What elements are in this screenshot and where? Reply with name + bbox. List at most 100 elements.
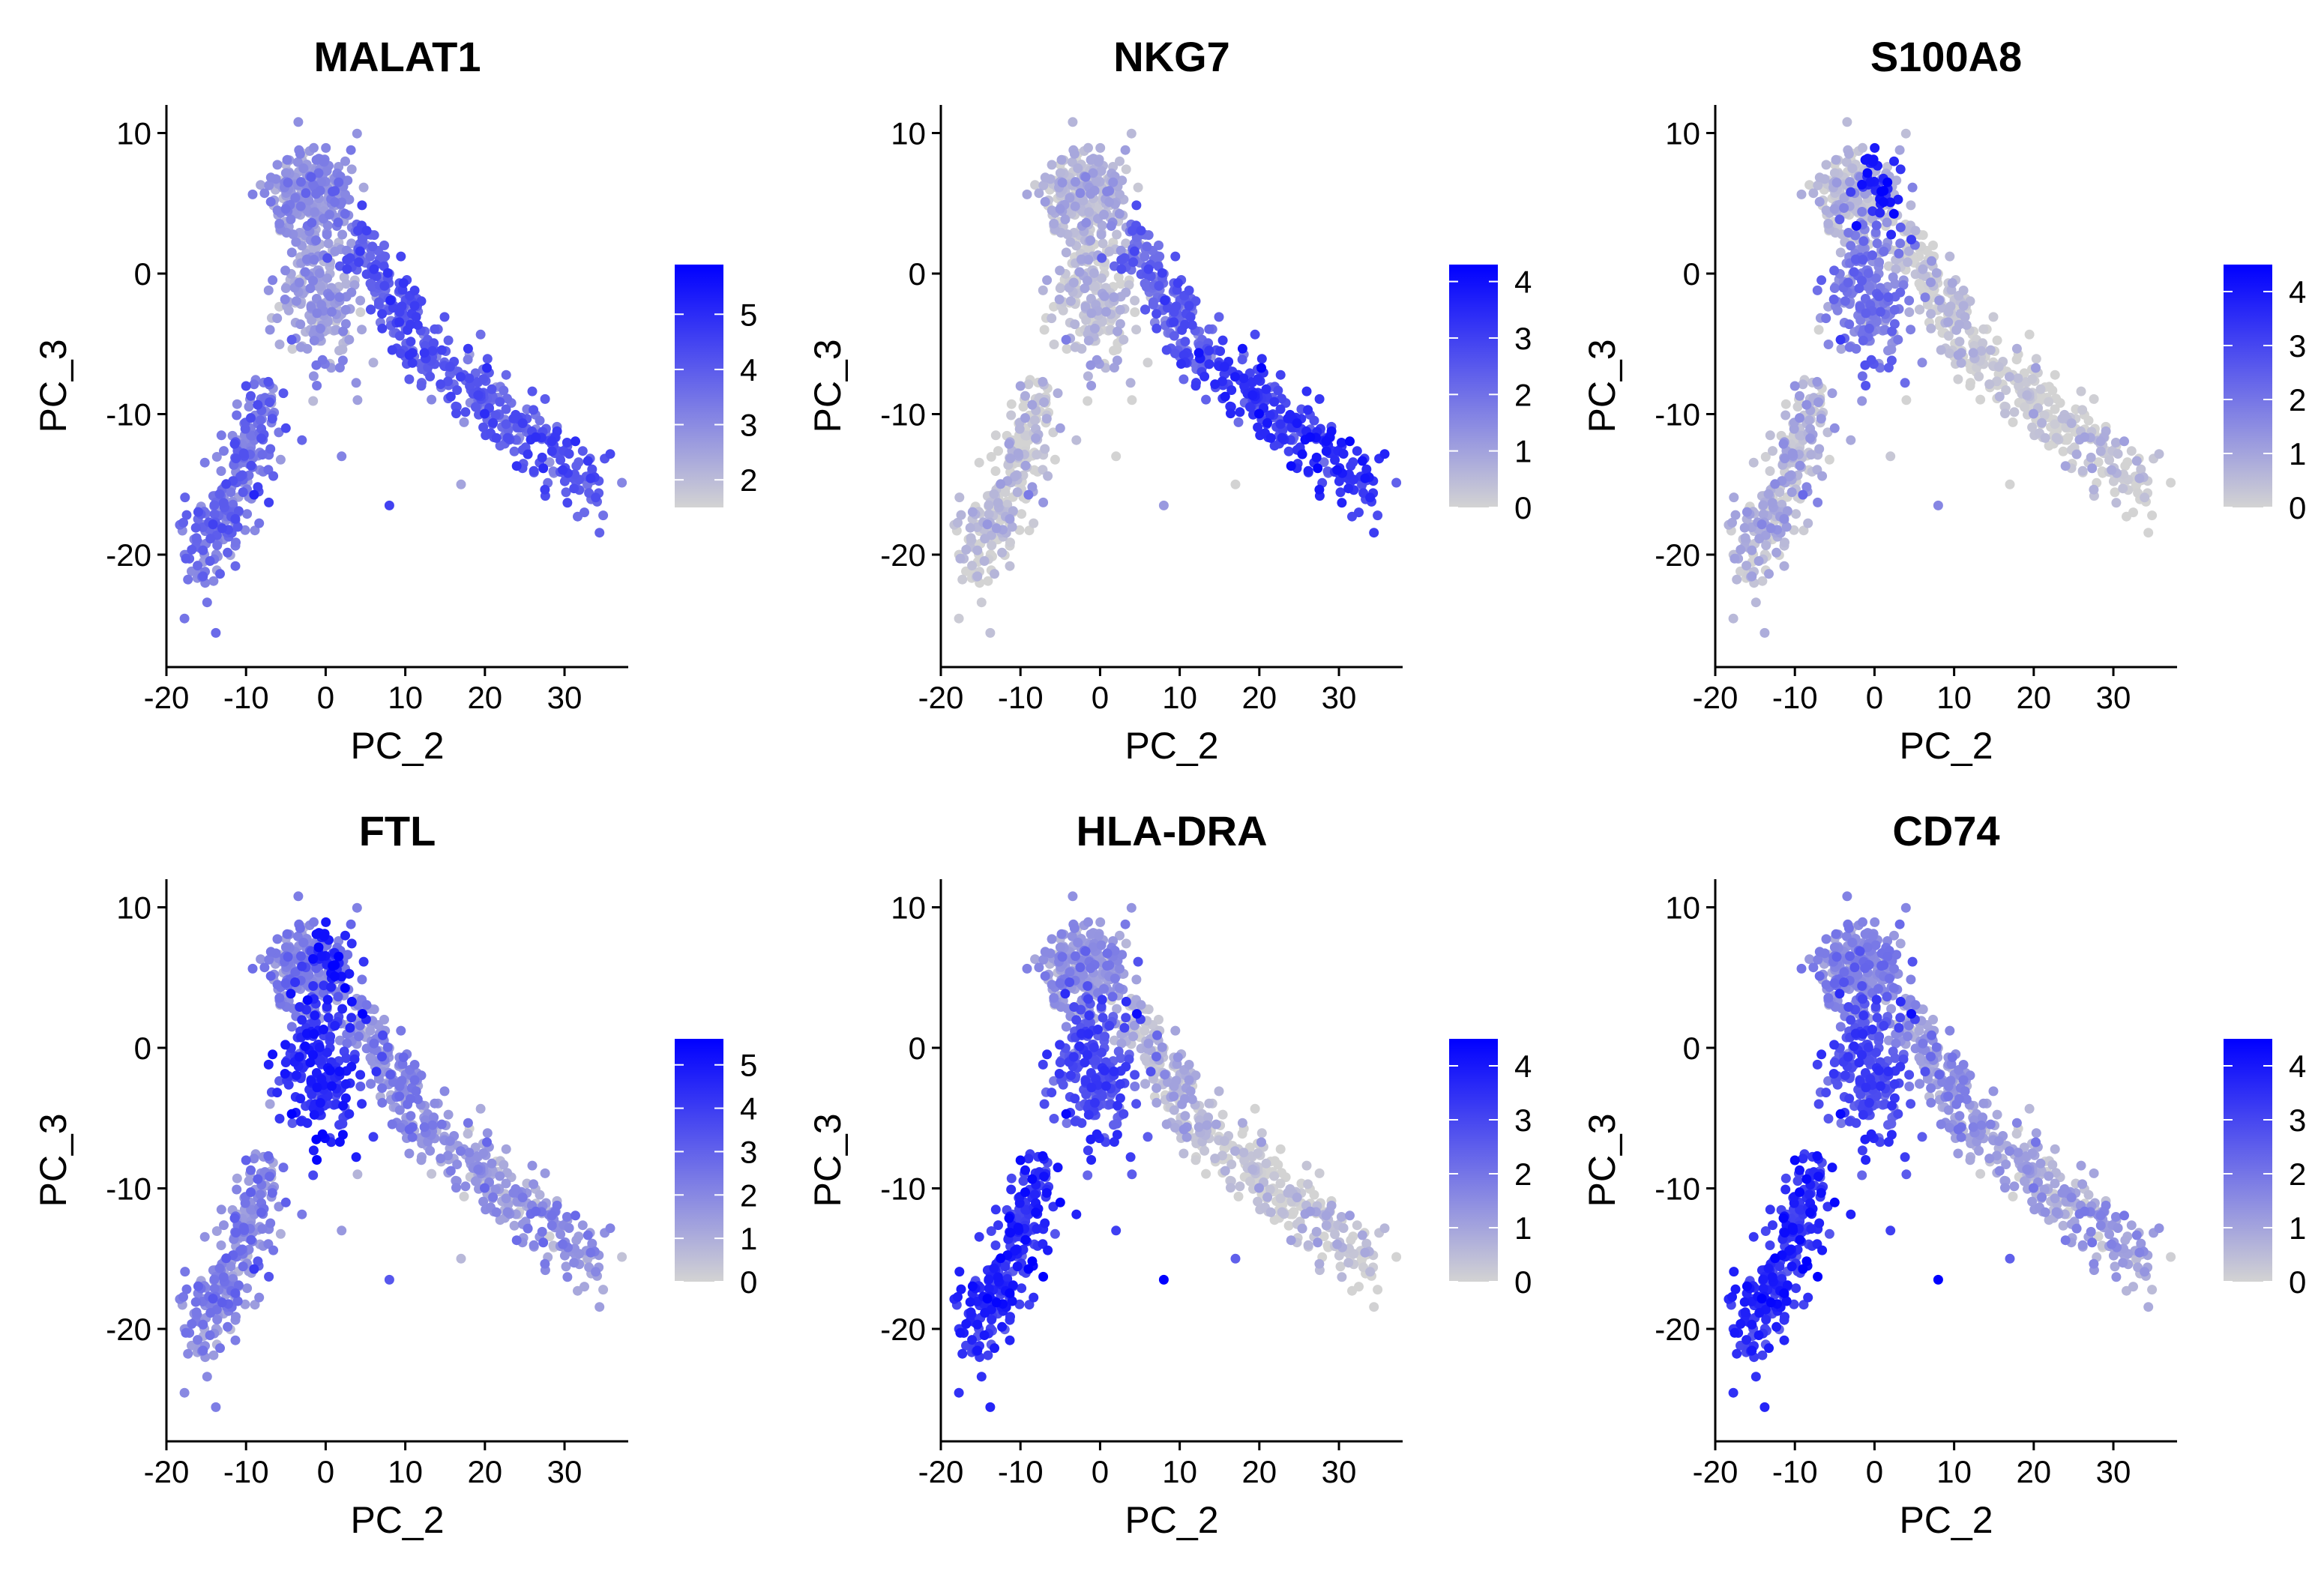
data-point [272,980,283,990]
data-point [569,1258,580,1268]
data-point [1768,446,1777,456]
data-point [1858,142,1867,153]
data-point [1131,974,1142,985]
data-point [396,1123,406,1133]
data-point [1297,1223,1307,1234]
data-point [1022,189,1032,199]
data-point [1114,208,1125,219]
data-point [311,235,322,246]
data-point [259,962,270,973]
data-point [2058,446,2068,456]
data-point [544,457,555,468]
data-point [295,148,305,159]
data-point [2134,473,2145,483]
data-point [1985,345,1996,355]
data-point [2166,477,2176,488]
data-point [1953,350,1963,361]
data-point [1978,324,1989,334]
data-point [346,238,357,249]
data-point [419,348,430,358]
data-point [398,278,409,289]
data-point [1169,1105,1179,1115]
data-point [1821,205,1831,216]
data-point [1817,471,1828,481]
data-point [406,319,415,330]
data-point [214,1263,225,1273]
data-point [355,307,366,317]
data-point [990,430,1001,441]
data-point [238,1261,248,1272]
data-point [1211,1119,1221,1130]
data-point [397,1076,407,1086]
data-point [355,1070,366,1080]
data-point [1750,597,1761,608]
data-point [1086,381,1097,391]
data-point [1097,253,1107,263]
data-point [296,951,306,962]
data-point [1116,255,1127,265]
data-point [478,1148,489,1159]
data-point [322,273,332,283]
data-point [211,627,221,638]
data-point [535,415,545,426]
data-point [226,1261,236,1272]
data-point [1730,510,1741,520]
data-point [1917,358,1927,368]
data-point [475,329,486,340]
data-point [463,1129,473,1139]
data-point [1184,286,1194,295]
data-point [193,507,203,517]
data-point [1882,177,1893,187]
data-point [1379,1223,1390,1234]
data-point [1120,145,1131,155]
data-point [1113,326,1123,337]
data-point [250,525,260,536]
data-point [564,449,574,459]
data-point [309,255,319,265]
data-point [1824,454,1834,465]
data-point [1945,349,1954,358]
data-point [305,283,316,294]
data-point [306,172,316,182]
data-point [198,1319,208,1330]
data-point [291,237,301,247]
data-point [409,1060,420,1070]
data-point [1193,348,1204,358]
data-point [205,1330,215,1340]
data-point [181,1284,192,1294]
data-point [1968,348,1978,358]
data-point [330,247,340,256]
data-point [322,166,332,176]
data-point [1314,1168,1325,1178]
data-point [1770,479,1780,489]
data-point [1040,172,1050,183]
data-point [1125,378,1136,388]
data-point [1883,292,1894,302]
data-point [1128,257,1139,268]
data-point [1958,301,1969,311]
data-point [577,446,588,456]
x-tick-label: 30 [547,680,582,715]
data-point [1061,334,1071,345]
data-point [1073,163,1083,173]
data-point [1844,342,1855,352]
data-point [283,305,294,316]
data-point [1765,430,1775,441]
data-point [1283,413,1293,423]
data-point [1829,423,1840,433]
data-point [330,971,340,982]
data-point [1292,1192,1302,1203]
data-point [538,1237,549,1248]
data-point [531,432,541,442]
data-point [617,477,627,488]
data-point [1273,1160,1283,1170]
data-point [989,489,999,499]
data-point [1871,220,1882,231]
data-point [2111,498,2122,508]
data-point [1039,325,1050,335]
data-point [571,1235,582,1246]
colorbar-tick-label: 2 [2289,382,2306,417]
data-point [529,1179,539,1189]
data-point [1083,142,1093,153]
